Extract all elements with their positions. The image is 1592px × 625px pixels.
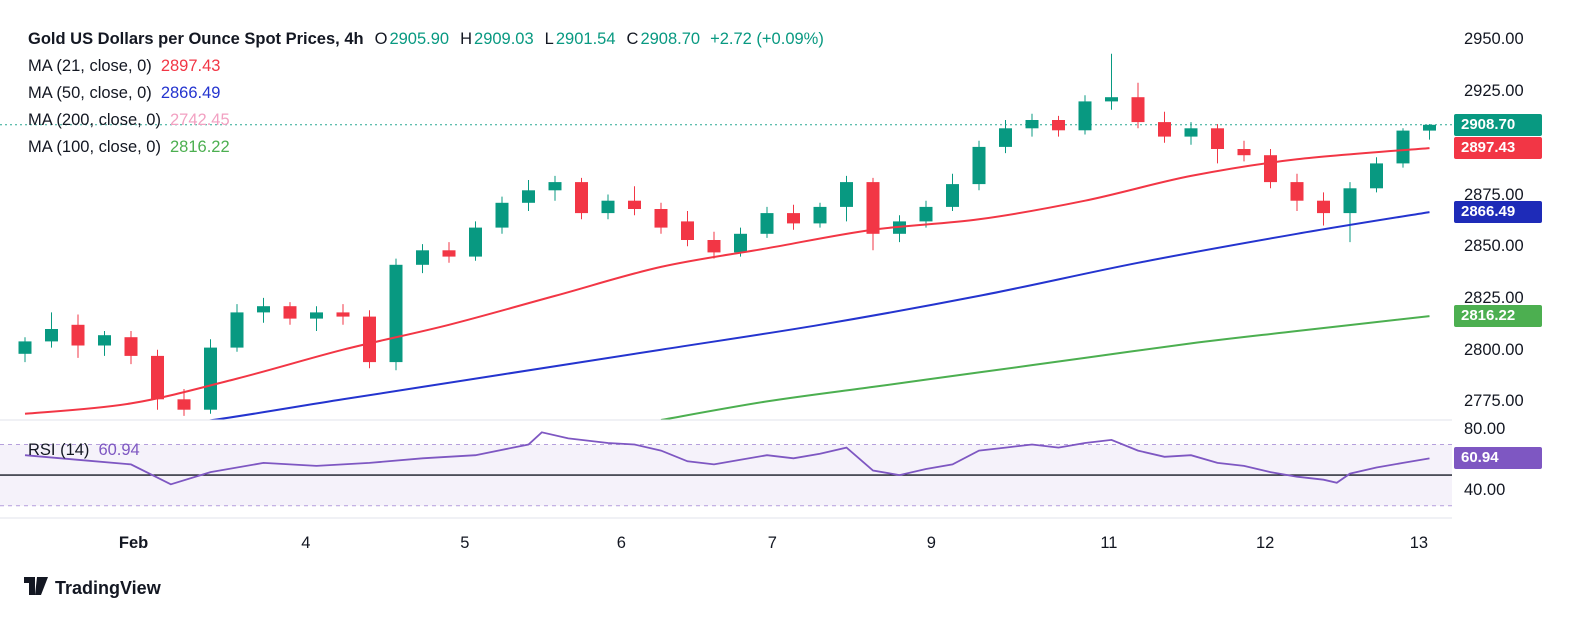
- rsi-axis-tick: 40.00: [1464, 481, 1506, 500]
- rsi-axis-badge: 60.94: [1454, 447, 1542, 470]
- ma-legend-row[interactable]: MA (21, close, 0) 2897.43: [28, 53, 824, 80]
- ma-value: 2816.22: [169, 138, 230, 156]
- time-axis-label: 6: [616, 534, 626, 552]
- rsi-line: [24, 431, 1430, 486]
- ohlc-label: H: [460, 30, 473, 48]
- time-axis-label: 13: [1409, 534, 1429, 552]
- price-axis-tick: 2850.00: [1464, 237, 1524, 256]
- ma-line-ma-50: [206, 211, 1430, 420]
- ma-legend-row[interactable]: MA (100, close, 0) 2816.22: [28, 134, 824, 161]
- price-axis-badge: 2866.49: [1454, 201, 1542, 224]
- ma-value: 2897.43: [160, 57, 221, 75]
- price-axis-tick: 2825.00: [1464, 288, 1524, 307]
- ma-label: MA (50, close, 0): [28, 84, 152, 102]
- price-axis[interactable]: 2950.00 2925.00 2875.00 2850.00 2825.00 2800.…: [1452, 0, 1592, 560]
- candlestick-series: [18, 53, 1436, 416]
- tradingview-attribution[interactable]: TradingView: [24, 577, 161, 600]
- price-axis-tick: 2800.00: [1464, 340, 1524, 359]
- price-axis-badge: 2908.70: [1454, 113, 1542, 136]
- chart-plot-area[interactable]: [0, 0, 1452, 560]
- ma-legend-rows: MA (21, close, 0) 2897.43 MA (50, close, 0…: [28, 53, 824, 161]
- chart-canvas[interactable]: [0, 0, 1452, 560]
- rsi-pane[interactable]: [0, 431, 1452, 507]
- ma-line-ma-21: [24, 147, 1430, 415]
- price-change: +2.72 (+0.09%): [710, 30, 824, 48]
- price-axis-tick: 2875.00: [1464, 185, 1524, 204]
- time-axis[interactable]: Feb 4 5 6 7 9 11 12 13: [0, 518, 1452, 562]
- ohlc-label: O: [374, 30, 388, 48]
- price-axis-tick: 2775.00: [1464, 392, 1524, 411]
- ma-label: MA (200, close, 0): [28, 111, 161, 129]
- rsi-indicator-label[interactable]: RSI (14) 60.94: [28, 441, 140, 460]
- ohlc-value: 2905.90: [389, 30, 450, 48]
- time-axis-label: 5: [460, 534, 470, 552]
- ma-legend-row[interactable]: MA (50, close, 0) 2866.49: [28, 80, 824, 107]
- ohlc-label: L: [544, 30, 554, 48]
- rsi-value: 60.94: [98, 441, 140, 459]
- price-axis-tick: 2925.00: [1464, 82, 1524, 100]
- chart-legend: Gold US Dollars per Ounce Spot Prices, 4…: [28, 26, 824, 161]
- time-axis-label: 7: [767, 534, 777, 552]
- price-pane[interactable]: [0, 53, 1452, 441]
- ohlc-value: 2909.03: [474, 30, 534, 48]
- time-axis-label: 9: [926, 534, 936, 552]
- ohlc-label: C: [626, 30, 639, 48]
- ma-line-ma-100: [660, 315, 1430, 420]
- time-axis-label: Feb: [118, 534, 149, 552]
- price-axis-badge: 2897.43: [1454, 137, 1542, 160]
- time-axis-label: 4: [301, 534, 311, 552]
- ohlc-value: 2908.70: [640, 30, 701, 48]
- rsi-axis-tick: 80.00: [1464, 420, 1506, 439]
- time-axis-label: 12: [1256, 534, 1275, 552]
- ma-value: 2742.45: [169, 111, 230, 129]
- ohlc-values: O 2905.90 H 2909.03 L 2901.54 C 2908.70: [364, 30, 701, 48]
- time-axis-label: 11: [1100, 534, 1118, 552]
- symbol-title[interactable]: Gold US Dollars per Ounce Spot Prices, 4…: [28, 30, 364, 48]
- price-axis-badge: 2816.22: [1454, 305, 1542, 328]
- ma-label: MA (100, close, 0): [28, 138, 161, 156]
- ma-label: MA (21, close, 0): [28, 57, 152, 75]
- ohlc-value: 2901.54: [555, 30, 616, 48]
- ma-value: 2866.49: [160, 84, 221, 102]
- tradingview-logo-icon: [24, 577, 48, 600]
- tradingview-brand: TradingView: [55, 578, 161, 598]
- symbol-legend-row: Gold US Dollars per Ounce Spot Prices, 4…: [28, 26, 824, 53]
- ma-legend-row[interactable]: MA (200, close, 0) 2742.45: [28, 107, 824, 134]
- rsi-name: RSI (14): [28, 441, 90, 459]
- price-axis-tick: 2950.00: [1464, 30, 1524, 49]
